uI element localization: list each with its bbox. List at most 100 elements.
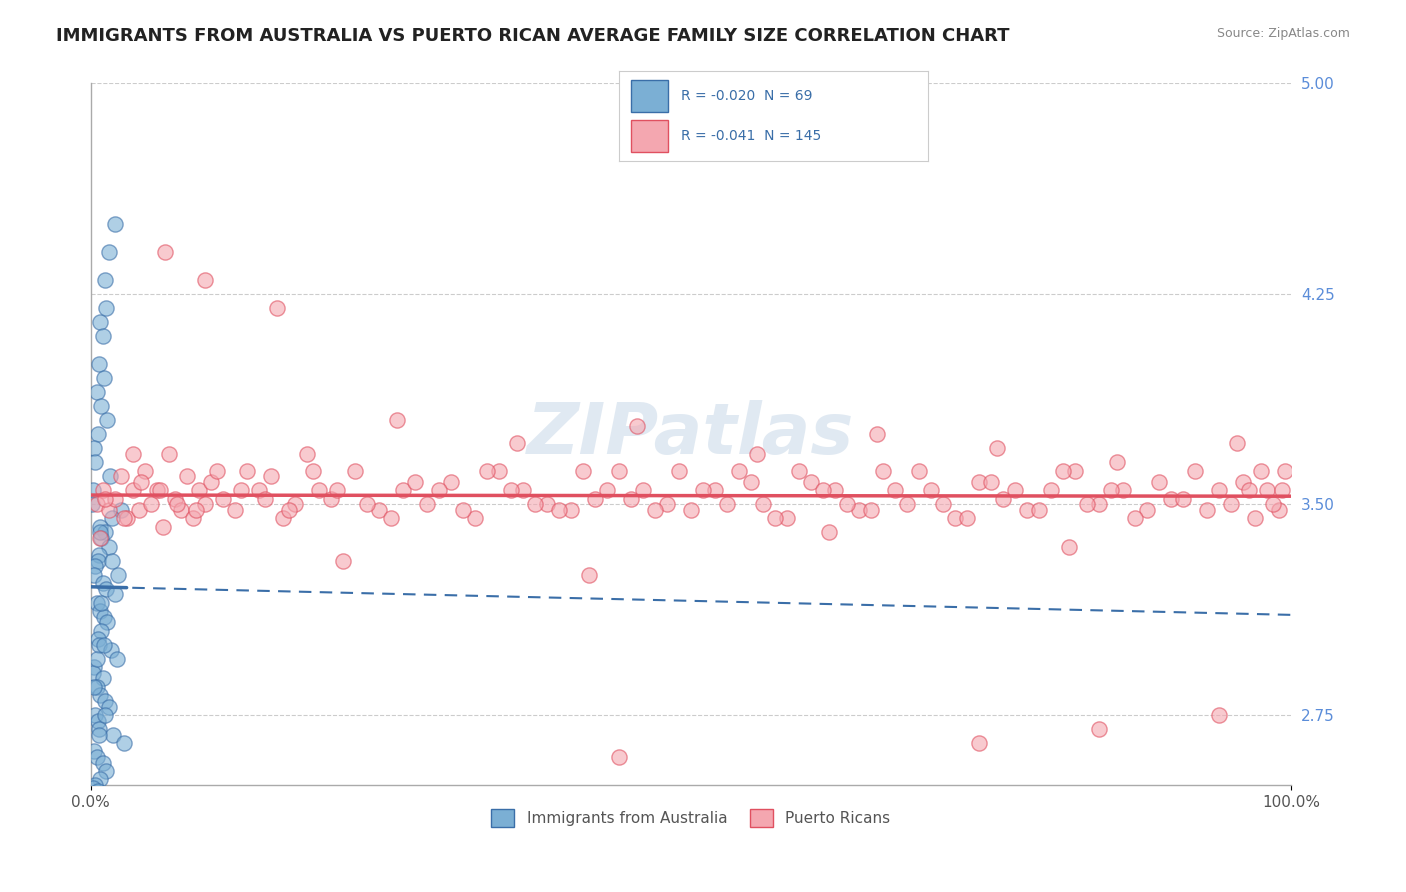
Point	[89, 315, 111, 329]
Point	[967, 475, 990, 489]
Point	[301, 464, 323, 478]
Point	[89, 531, 111, 545]
Point	[103, 728, 125, 742]
Point	[728, 464, 751, 478]
Point	[94, 491, 117, 506]
Point	[166, 498, 188, 512]
Point	[94, 694, 117, 708]
Point	[668, 464, 690, 478]
Point	[1270, 483, 1292, 498]
Point	[91, 672, 114, 686]
Point	[83, 442, 105, 456]
Point	[1064, 464, 1087, 478]
Point	[112, 511, 135, 525]
Point	[427, 483, 450, 498]
Point	[440, 475, 463, 489]
Point	[1015, 503, 1038, 517]
Point	[631, 483, 654, 498]
Point	[1226, 435, 1249, 450]
Point	[547, 503, 569, 517]
Point	[1057, 540, 1080, 554]
Point	[83, 680, 105, 694]
Point	[229, 483, 252, 498]
Point	[115, 511, 138, 525]
Point	[787, 464, 810, 478]
Point	[163, 491, 186, 506]
Point	[107, 567, 129, 582]
Point	[97, 244, 120, 259]
Point	[763, 511, 786, 525]
Point	[112, 736, 135, 750]
Point	[572, 464, 595, 478]
Point	[93, 638, 115, 652]
Point	[149, 483, 172, 498]
Point	[908, 464, 931, 478]
Point	[266, 301, 288, 315]
Point	[1076, 498, 1098, 512]
Point	[277, 503, 299, 517]
Point	[800, 475, 823, 489]
Point	[87, 728, 110, 742]
Point	[82, 483, 104, 498]
Point	[87, 632, 110, 647]
Point	[104, 587, 127, 601]
Bar	[631, 80, 668, 112]
Point	[872, 464, 894, 478]
Point	[1136, 503, 1159, 517]
Point	[980, 475, 1002, 489]
Point	[1208, 483, 1230, 498]
Point	[1274, 464, 1296, 478]
Point	[776, 511, 799, 525]
Point	[91, 483, 114, 498]
Point	[134, 464, 156, 478]
Point	[87, 357, 110, 371]
Point	[96, 582, 118, 596]
Point	[716, 498, 738, 512]
Point	[87, 553, 110, 567]
Point	[1040, 483, 1063, 498]
Point	[475, 464, 498, 478]
Point	[655, 498, 678, 512]
Point	[499, 483, 522, 498]
Point	[260, 469, 283, 483]
Point	[89, 525, 111, 540]
Point	[83, 744, 105, 758]
Point	[194, 498, 217, 512]
Point	[104, 217, 127, 231]
Point	[404, 475, 426, 489]
Point	[1250, 464, 1272, 478]
Point	[284, 498, 307, 512]
Point	[1220, 498, 1243, 512]
Point	[96, 615, 118, 630]
Point	[84, 559, 107, 574]
Point	[91, 756, 114, 770]
Point	[1088, 722, 1111, 736]
Point	[752, 498, 775, 512]
Point	[1028, 503, 1050, 517]
Point	[578, 567, 600, 582]
Text: ZIPatlas: ZIPatlas	[527, 400, 855, 469]
Point	[86, 498, 108, 512]
Point	[920, 483, 942, 498]
Point	[89, 688, 111, 702]
Point	[679, 503, 702, 517]
Point	[1232, 475, 1254, 489]
Point	[87, 548, 110, 562]
Point	[93, 609, 115, 624]
Point	[211, 491, 233, 506]
Point	[332, 553, 354, 567]
Point	[97, 540, 120, 554]
Point	[991, 491, 1014, 506]
Point	[1004, 483, 1026, 498]
Point	[1171, 491, 1194, 506]
Point	[97, 699, 120, 714]
Point	[596, 483, 619, 498]
Point	[97, 787, 120, 801]
Point	[986, 442, 1008, 456]
Point	[94, 707, 117, 722]
Point	[464, 511, 486, 525]
Point	[82, 665, 104, 680]
Point	[1112, 483, 1135, 498]
Point	[87, 722, 110, 736]
Point	[86, 680, 108, 694]
